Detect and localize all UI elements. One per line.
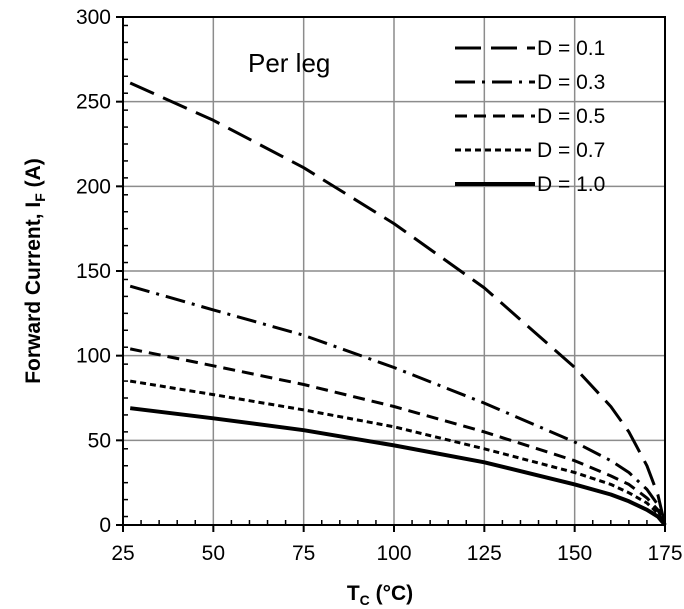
y-tick-label: 50 bbox=[88, 429, 111, 452]
y-axis-title: Forward Current, IF (A) bbox=[22, 158, 48, 384]
x-tick-label: 100 bbox=[376, 542, 411, 565]
y-tick-label: 150 bbox=[76, 260, 111, 283]
y-tick-label: 0 bbox=[99, 514, 111, 537]
x-axis-title: TC (°C) bbox=[347, 582, 413, 608]
legend-label: D = 0.5 bbox=[537, 105, 605, 128]
y-axis-title-sub: F bbox=[32, 193, 48, 202]
x-axis-title-sub: C bbox=[360, 592, 370, 608]
series-lines bbox=[129, 81, 667, 527]
series-line-d-0-1 bbox=[129, 81, 667, 526]
x-tick-label: 150 bbox=[557, 542, 592, 565]
x-tick-label: 25 bbox=[111, 542, 134, 565]
x-axis-title-suffix: (°C) bbox=[370, 582, 413, 605]
legend-label: D = 0.3 bbox=[537, 71, 605, 94]
x-axis-title-main: T bbox=[347, 582, 360, 605]
annotation-per-leg: Per leg bbox=[248, 48, 330, 78]
x-tick-label: 125 bbox=[467, 542, 502, 565]
y-tick-label: 300 bbox=[76, 6, 111, 29]
series-line-d-1-0 bbox=[129, 406, 667, 527]
series-line-d-0-5 bbox=[129, 347, 667, 526]
legend-label: D = 0.7 bbox=[537, 139, 605, 162]
legend: D = 0.1 D = 0.3 D = 0.5 D = 0.7 D = 1.0 bbox=[455, 37, 605, 196]
y-axis-title-suffix: (A) bbox=[22, 158, 45, 193]
y-tick-label: 250 bbox=[76, 91, 111, 114]
legend-label: D = 1.0 bbox=[537, 173, 605, 196]
grid-lines bbox=[123, 17, 665, 525]
series-line-d-0-7 bbox=[129, 379, 667, 526]
y-tick-label: 200 bbox=[76, 175, 111, 198]
y-tick-label: 100 bbox=[76, 345, 111, 368]
y-tick-labels: 0 50 100 150 200 250 300 bbox=[76, 6, 111, 537]
x-tick-label: 75 bbox=[292, 542, 315, 565]
x-tick-label: 175 bbox=[647, 542, 682, 565]
tick-marks bbox=[116, 16, 666, 532]
x-tick-label: 50 bbox=[202, 542, 225, 565]
x-tick-labels: 25 50 75 100 125 150 175 bbox=[111, 542, 682, 565]
legend-label: D = 0.1 bbox=[537, 37, 605, 60]
series-line-d-0-3 bbox=[129, 284, 667, 526]
y-axis-title-main: Forward Current, I bbox=[22, 202, 45, 384]
